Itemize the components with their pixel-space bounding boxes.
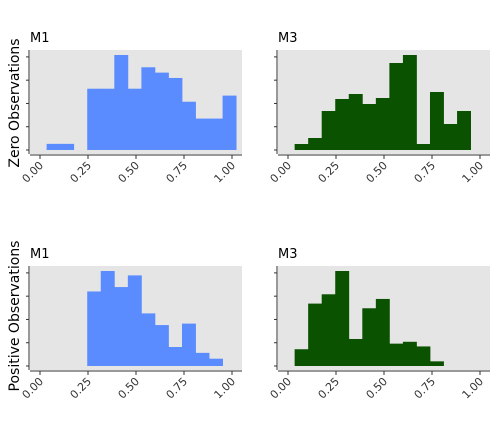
x-tick-label: 1.00 (212, 375, 239, 402)
x-tick-label: 0.00 (20, 375, 47, 402)
histogram-bar (209, 118, 223, 150)
histogram-bar (335, 99, 350, 150)
x-tick-label: 0.25 (68, 159, 95, 186)
x-tick-label: 0.25 (316, 375, 343, 402)
histogram-bar (181, 323, 196, 366)
histogram-bar (348, 338, 363, 366)
panel-title: M1 (30, 31, 50, 46)
histogram-bar (321, 294, 336, 366)
histogram-bar (222, 95, 237, 150)
histogram-bar (457, 111, 471, 150)
histogram-bar (362, 308, 377, 366)
histogram-bar (100, 271, 115, 366)
x-tick-label: 0.50 (116, 159, 143, 186)
x-tick-label: 0.75 (164, 375, 191, 402)
histogram-bar (335, 271, 350, 366)
histogram-bar (141, 67, 156, 150)
panel-zero-m3: M3 0.00 0.25 0.50 0.75 1.00 (268, 31, 490, 185)
histogram-bar (154, 72, 169, 150)
histogram-bar (389, 63, 404, 150)
histogram-bar (154, 325, 169, 366)
histogram-bar (209, 358, 223, 366)
histogram-bar (294, 349, 309, 366)
row-label-zero: Zero Observations (7, 38, 23, 167)
panel-title: M1 (30, 247, 50, 262)
histogram-bar (46, 143, 61, 150)
x-tick-label: 0.00 (20, 159, 47, 186)
x-tick-label: 0.50 (364, 375, 391, 402)
x-tick-label: 1.00 (460, 375, 487, 402)
histogram-bar (181, 101, 196, 150)
histogram-bar (308, 138, 323, 150)
panel-positive-m1: M1 0.00 0.25 0.50 0.75 1.00 (20, 247, 242, 401)
x-tick-label: 1.00 (460, 159, 487, 186)
histogram-bar (114, 55, 129, 150)
x-tick-label: 0.50 (116, 375, 143, 402)
histogram-bar (402, 55, 417, 150)
histogram-bar (308, 303, 323, 366)
histogram-bar (429, 92, 444, 150)
histogram-bar (416, 144, 431, 150)
panel-positive-m3: M3 0.00 0.25 0.50 0.75 1.00 (268, 247, 490, 401)
x-tick-label: 1.00 (212, 159, 239, 186)
histogram-bar (87, 88, 102, 150)
histogram-bar (321, 111, 336, 150)
histogram-bar (114, 287, 129, 366)
panel-zero-m1: M1 0.00 0.25 0.50 0.75 1.00 (20, 31, 242, 185)
histogram-bar (127, 88, 142, 150)
histogram-bar (127, 275, 142, 366)
x-tick-label: 0.50 (364, 159, 391, 186)
panel-title: M3 (278, 31, 298, 46)
histogram-bar (375, 298, 390, 366)
histogram-bar (60, 143, 75, 150)
histogram-bar (429, 361, 444, 366)
histogram-bar (100, 88, 115, 150)
histogram-bar (294, 144, 309, 150)
histogram-bar (195, 118, 210, 150)
x-tick-label: 0.75 (164, 159, 191, 186)
histogram-bar (87, 291, 102, 366)
x-tick-label: 0.00 (268, 375, 295, 402)
histogram-bar (362, 104, 377, 150)
histogram-bar (168, 347, 183, 366)
panel-title: M3 (278, 247, 298, 262)
row-label-positive: Positive Observations (7, 241, 23, 392)
histogram-bar (375, 98, 390, 150)
x-tick-label: 0.25 (68, 375, 95, 402)
histogram-bar (141, 313, 156, 366)
x-tick-label: 0.75 (412, 159, 439, 186)
histogram-bar (416, 346, 431, 366)
histogram-bar (402, 341, 417, 366)
x-tick-label: 0.75 (412, 375, 439, 402)
histogram-bar (389, 343, 404, 366)
histogram-bar (168, 77, 183, 150)
histogram-bar (348, 94, 363, 150)
histogram-bar (195, 352, 210, 366)
x-tick-label: 0.25 (316, 159, 343, 186)
x-tick-label: 0.00 (268, 159, 295, 186)
histogram-bar (443, 124, 458, 150)
